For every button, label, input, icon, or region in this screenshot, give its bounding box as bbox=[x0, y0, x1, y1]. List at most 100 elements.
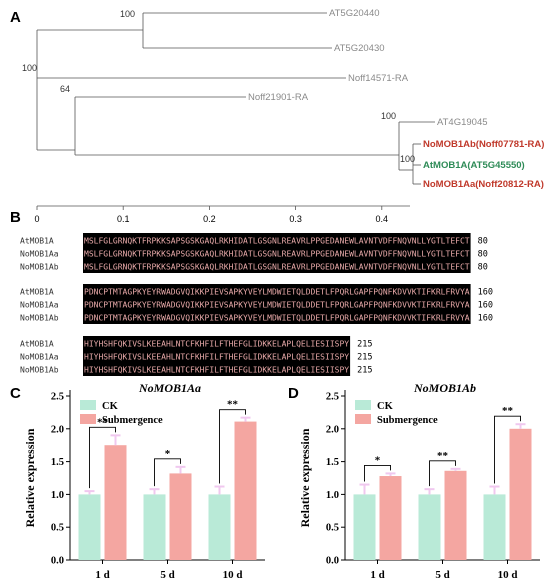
panel-letter-d: D bbox=[288, 385, 299, 402]
significance-bracket bbox=[364, 464, 391, 482]
sequence-position: 160 bbox=[478, 288, 493, 298]
sequence-position: 160 bbox=[478, 314, 493, 324]
panel-letter-a: A bbox=[10, 9, 21, 26]
significance-bracket bbox=[429, 460, 456, 487]
tree-leaf-highlight: NoMOB1Ab(Noff07781-RA) bbox=[423, 139, 544, 150]
y-tick-label: 1.5 bbox=[326, 457, 339, 468]
phylogenetic-tree: AT5G20440 AT5G20430 Noff14571-RA Noff219… bbox=[22, 8, 544, 224]
sequence-name: AtMOB1A bbox=[20, 288, 54, 297]
bar bbox=[143, 494, 166, 560]
x-tick-label: 5 d bbox=[435, 569, 449, 581]
x-tick-label: 10 d bbox=[498, 569, 518, 581]
chart-title: NoMOB1Aa bbox=[138, 381, 201, 395]
alignment-block-bg bbox=[83, 233, 471, 273]
chart-title: NoMOB1Ab bbox=[413, 381, 476, 395]
tree-leaf-highlight: NoMOB1Aa(Noff20812-RA) bbox=[423, 179, 544, 190]
y-tick-label: 2.0 bbox=[326, 424, 339, 435]
sequence-residues: MSLFGLGRNQKTFRPKKSAPSGSKGAQLRKHIDATLGSGN… bbox=[84, 250, 470, 259]
sequence-position: 80 bbox=[478, 237, 488, 247]
legend-label: CK bbox=[377, 401, 394, 412]
y-axis-label: Relative expression bbox=[298, 428, 312, 527]
sequence-name: NoMOB1Aa bbox=[20, 250, 59, 259]
sequence-residues: HIYHSHFQKIVSLKEEAHLNTCFKHFILFTHEFGLIDKKE… bbox=[84, 340, 349, 349]
bar-chart-nomob1aa: NoMOB1Aa Relative expression 0.0 0.5 1.0 1.5 2… bbox=[23, 381, 265, 581]
bar bbox=[353, 494, 376, 560]
alignment-block-bg bbox=[83, 336, 351, 376]
y-tick-label: 0.0 bbox=[326, 556, 339, 567]
y-tick-label: 2.0 bbox=[51, 424, 64, 435]
y-tick-label: 0.5 bbox=[51, 523, 64, 534]
bootstrap-value: 100 bbox=[22, 63, 37, 73]
significance-label: ** bbox=[227, 399, 239, 411]
x-tick-label: 5 d bbox=[160, 569, 174, 581]
legend-label: Submergence bbox=[102, 415, 163, 426]
tree-leaf: Noff21901-RA bbox=[248, 92, 309, 103]
tree-leaf: AT4G19045 bbox=[437, 117, 488, 128]
significance-label: * bbox=[375, 454, 381, 466]
scale-tick-label: 0.2 bbox=[203, 214, 216, 224]
y-tick-label: 2.5 bbox=[51, 392, 64, 403]
y-tick-label: 1.5 bbox=[51, 457, 64, 468]
legend-label: Submergence bbox=[377, 415, 438, 426]
significance-bracket bbox=[494, 415, 521, 484]
sequence-name: AtMOB1A bbox=[20, 237, 54, 246]
significance-bracket bbox=[154, 458, 181, 487]
sequence-position: 80 bbox=[478, 263, 488, 273]
y-tick-label: 2.5 bbox=[326, 392, 339, 403]
sequence-position: 215 bbox=[357, 340, 372, 350]
sequence-alignment: AtMOB1A MSLFGLGRNQKTFRPKKSAPSGSKGAQLRKHID… bbox=[20, 233, 493, 376]
legend-swatch bbox=[80, 414, 96, 424]
sequence-residues: PDNCPTMTAGPKYEYRWADGVQIKKPIEVSAPKYVEYLMD… bbox=[84, 288, 470, 297]
scale-tick-label: 0.1 bbox=[117, 214, 130, 224]
tree-leaf: Noff14571-RA bbox=[348, 73, 409, 84]
sequence-position: 215 bbox=[357, 366, 372, 376]
sequence-position: 215 bbox=[357, 353, 372, 363]
significance-label: * bbox=[165, 448, 171, 460]
bootstrap-value: 100 bbox=[120, 9, 135, 19]
legend-swatch bbox=[355, 400, 371, 410]
scale-tick-label: 0 bbox=[34, 214, 39, 224]
alignment-block-bg bbox=[83, 284, 471, 324]
x-tick-label: 10 d bbox=[223, 569, 243, 581]
legend-label: CK bbox=[102, 401, 119, 412]
sequence-name: NoMOB1Ab bbox=[20, 366, 59, 375]
scale-tick-label: 0.4 bbox=[376, 214, 389, 224]
panel-letter-c: C bbox=[10, 385, 21, 402]
x-tick-label: 1 d bbox=[370, 569, 384, 581]
sequence-residues: HIYHSHFQKIVSLKEEAHLNTCFKHFILFTHEFGLIDKKE… bbox=[84, 353, 349, 362]
significance-label: ** bbox=[97, 416, 109, 428]
sequence-name: AtMOB1A bbox=[20, 340, 54, 349]
y-tick-label: 1.0 bbox=[51, 490, 64, 501]
x-tick-label: 1 d bbox=[95, 569, 109, 581]
bootstrap-value: 100 bbox=[381, 111, 396, 121]
panel-letter-b: B bbox=[10, 209, 21, 226]
bar bbox=[483, 494, 506, 560]
significance-label: ** bbox=[502, 405, 514, 417]
sequence-position: 160 bbox=[478, 301, 493, 311]
significance-bracket bbox=[219, 409, 246, 484]
bar bbox=[169, 473, 192, 560]
sequence-residues: MSLFGLGRNQKTFRPKKSAPSGSKGAQLRKHIDATLGSGN… bbox=[84, 237, 470, 246]
bar bbox=[208, 494, 231, 560]
sequence-residues: PDNCPTMTAGPKYEYRWADGVQIKKPIEVSAPKYVEYLMD… bbox=[84, 314, 470, 323]
tree-leaf-highlight: AtMOB1A(AT5G45550) bbox=[423, 160, 525, 171]
bar-chart-nomob1ab: NoMOB1Ab Relative expression 0.0 0.5 1.0 1.5 2… bbox=[298, 381, 540, 581]
bar bbox=[444, 470, 467, 560]
sequence-position: 80 bbox=[478, 250, 488, 260]
y-axis-label: Relative expression bbox=[23, 428, 37, 527]
bar bbox=[379, 476, 402, 560]
tree-scale-ticks: 0 0.1 0.2 0.3 0.4 bbox=[34, 206, 388, 224]
tree-leaf: AT5G20430 bbox=[334, 43, 385, 54]
bootstrap-value: 64 bbox=[60, 84, 70, 94]
legend-swatch bbox=[355, 414, 371, 424]
legend-swatch bbox=[80, 400, 96, 410]
tree-leaf: AT5G20440 bbox=[329, 8, 380, 19]
sequence-residues: MSLFGLGRNQKTFRPKKSAPSGSKGAQLRKHIDATLGSGN… bbox=[84, 263, 470, 272]
y-tick-label: 0.5 bbox=[326, 523, 339, 534]
sequence-name: NoMOB1Ab bbox=[20, 263, 59, 272]
bar bbox=[509, 428, 532, 560]
sequence-residues: PDNCPTMTAGPKYEYRWADGVQIKKPIEVSAPKYVEYLMD… bbox=[84, 301, 470, 310]
significance-label: ** bbox=[437, 450, 449, 462]
y-tick-label: 1.0 bbox=[326, 490, 339, 501]
